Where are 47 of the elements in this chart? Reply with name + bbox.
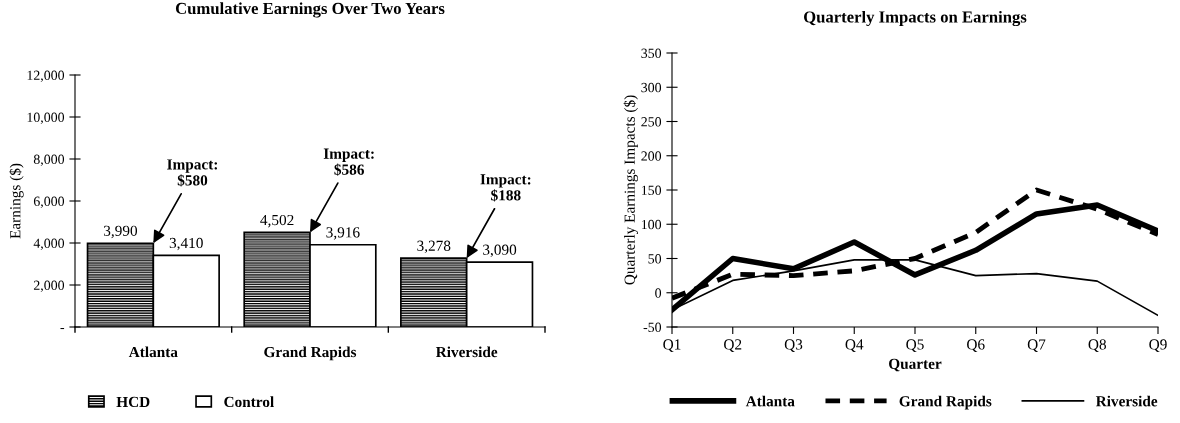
x-tick-label: Q6 (967, 339, 985, 352)
legend-label: HCD (116, 396, 150, 408)
data-label: 3,410 (169, 237, 203, 251)
y-tick-label: 10,000 (27, 112, 65, 124)
data-label: 3,090 (483, 244, 517, 258)
data-label: 3,916 (326, 227, 360, 240)
x-tick-label: Riverside (435, 346, 498, 358)
x-tick-label: Q5 (906, 339, 924, 352)
annotation: Impact: $580 (167, 159, 218, 187)
y-tick-label: 300 (641, 82, 662, 93)
y-tick-label: 100 (641, 219, 662, 230)
y-axis-title: Quarterly Earnings Impacts ($) (623, 95, 638, 285)
y-tick-label: 0 (655, 288, 662, 298)
y-tick-label: 8,000 (33, 154, 65, 166)
legend-label: Riverside (1095, 395, 1158, 407)
y-tick-label: - (60, 328, 65, 330)
legend-label: Atlanta (745, 395, 795, 407)
x-tick-label: Q2 (724, 339, 742, 352)
x-tick-label: Q3 (784, 339, 803, 352)
annotation: Impact: $586 (323, 148, 374, 176)
chart-title: Quarterly Impacts on Earnings (804, 10, 1027, 27)
legend-label: Control (224, 396, 274, 408)
x-tick-label: Q8 (1088, 339, 1106, 352)
x-tick-label: Atlanta (128, 346, 178, 358)
x-tick-label: Q1 (663, 339, 681, 352)
data-label: 3,990 (103, 225, 138, 239)
legend-label: Grand Rapids (899, 395, 992, 410)
x-axis-title: Quarter (889, 358, 942, 372)
y-tick-label: 250 (641, 117, 662, 127)
x-tick-label: Q4 (845, 339, 864, 352)
chart-title: Cumulative Earnings Over Two Years (175, 2, 445, 18)
y-tick-label: 50 (648, 254, 662, 264)
annotation: Impact: $188 (480, 174, 531, 202)
y-tick-label: 4,000 (33, 238, 65, 250)
x-tick-label: Grand Rapids (264, 346, 357, 361)
y-tick-label: 2,000 (33, 280, 65, 292)
y-tick-label: 6,000 (33, 196, 65, 208)
x-tick-label: Q7 (1027, 339, 1046, 352)
y-tick-label: 350 (641, 48, 662, 58)
y-axis-title: Earnings ($) (9, 163, 24, 239)
y-tick-label: 200 (641, 151, 662, 161)
data-label: 4,502 (260, 214, 294, 228)
y-tick-label: 150 (641, 185, 662, 195)
x-tick-label: Q9 (1149, 339, 1167, 352)
y-tick-label: 12,000 (27, 70, 65, 82)
y-tick-label: -50 (643, 322, 662, 332)
data-label: 3,278 (417, 240, 451, 254)
